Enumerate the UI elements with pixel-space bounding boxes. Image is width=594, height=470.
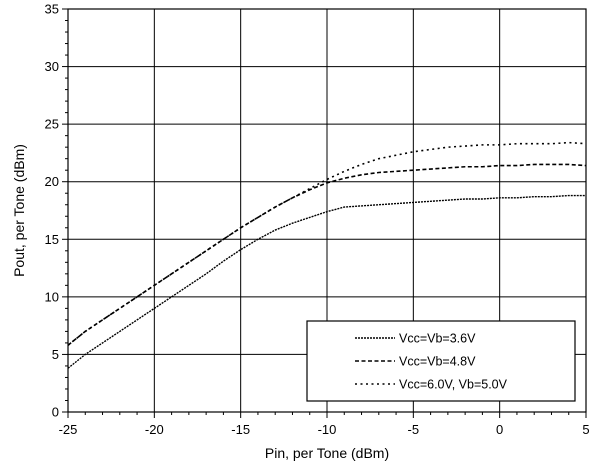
y-tick-label: 0 [52,405,59,420]
series-line-1 [67,194,586,369]
x-axis-label: Pin, per Tone (dBm) [265,445,389,461]
legend-box [306,320,576,402]
y-tick-label: 20 [45,174,59,189]
x-tick-label: 5 [582,422,589,437]
x-tick-label: -15 [231,422,250,437]
y-tick-label: 30 [45,59,59,74]
grid-lines [68,9,586,412]
series-lines [67,141,587,369]
x-tick-label: -5 [408,422,420,437]
x-tick-label: 0 [496,422,503,437]
x-tick-label: -20 [145,422,164,437]
legend-label-3: Vcc=6.0V, Vb=5.0V [399,378,508,392]
legend: Vcc=Vb=3.6V Vcc=Vb=4.8V Vcc=6.0V, Vb=5.0V [306,320,576,402]
series-line-3 [67,141,587,346]
y-tick-label: 35 [45,2,59,17]
y-tick-label: 10 [45,289,59,304]
legend-label-2: Vcc=Vb=4.8V [399,355,476,369]
plot-frame [67,8,587,413]
x-tick-label: -25 [59,422,78,437]
x-tick-labels: -25 -20 -15 -10 -5 0 5 [59,422,590,437]
legend-label-1: Vcc=Vb=3.6V [399,332,476,346]
y-tick-label: 15 [45,232,59,247]
y-tick-labels: 0 5 10 15 20 25 30 35 [45,2,59,420]
minor-ticks [62,8,587,418]
y-axis-label: Pout, per Tone (dBm) [11,144,27,277]
x-tick-label: -10 [318,422,337,437]
y-tick-label: 5 [52,347,59,362]
y-tick-label: 25 [45,117,59,132]
